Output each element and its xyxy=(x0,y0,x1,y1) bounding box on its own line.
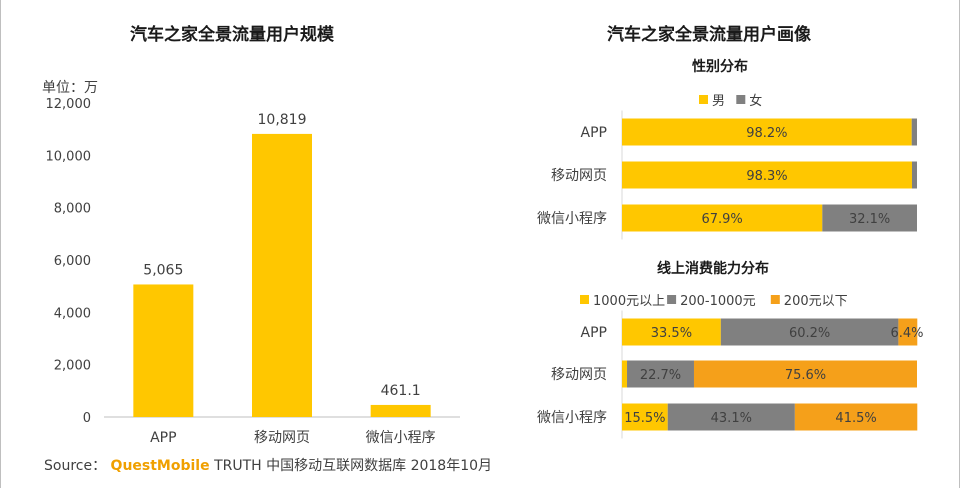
bar-value-label: 10,819 xyxy=(258,112,307,128)
category-label: 微信小程序 xyxy=(537,410,607,426)
stack-segment xyxy=(622,161,912,189)
y-tick-label: 6,000 xyxy=(54,254,91,269)
segment-label: 15.5% xyxy=(624,411,665,426)
right-chart-title: 汽车之家全景流量用户画像 xyxy=(607,25,811,45)
category-label: APP xyxy=(581,125,607,141)
stack-segment xyxy=(720,318,899,346)
unit-label: 单位：万 xyxy=(42,80,98,96)
segment-label: 41.5% xyxy=(835,411,876,426)
segment-label: 98.2% xyxy=(746,126,787,141)
legend-swatch xyxy=(699,95,708,104)
y-tick-label: 4,000 xyxy=(54,306,91,321)
segment-label: 60.2% xyxy=(789,326,830,341)
stack-segment xyxy=(627,360,694,388)
category-label: 微信小程序 xyxy=(537,211,607,227)
stack-segment xyxy=(911,161,917,189)
segment-label: 32.1% xyxy=(849,212,890,227)
segment-label: 22.7% xyxy=(640,368,681,383)
segment-label: 67.9% xyxy=(701,212,742,227)
left-chart-title: 汽车之家全景流量用户规模 xyxy=(130,25,334,45)
left-border xyxy=(0,0,1,488)
source-brand: QuestMobile xyxy=(110,458,210,474)
x-tick-label: 移动网页 xyxy=(254,430,310,446)
source-rest: TRUTH 中国移动互联网数据库 2018年10月 xyxy=(214,458,493,474)
legend-swatch xyxy=(667,295,677,304)
stack-segment xyxy=(794,403,918,431)
stack-segment xyxy=(622,360,628,388)
bar-value-label: 5,065 xyxy=(143,262,183,278)
x-tick-label: APP xyxy=(150,430,176,446)
segment-label: 75.6% xyxy=(785,368,826,383)
gender-chart-title: 性别分布 xyxy=(692,59,748,75)
legend-label: 200-1000元 xyxy=(680,294,756,309)
legend-swatch xyxy=(580,295,589,304)
user-profile-stacked-charts: 男 女 APP 98.2% 移动网页 98.3% 微信小程序 67.9% 32.1% 1000元以… xyxy=(537,93,924,439)
legend-label: 200元以下 xyxy=(784,294,848,309)
category-label: 移动网页 xyxy=(551,367,607,383)
stack-segment xyxy=(667,403,795,431)
source-line: Source： QuestMobile TRUTH 中国移动互联网数据库 201… xyxy=(44,455,492,475)
y-tick-label: 2,000 xyxy=(54,359,91,374)
bar xyxy=(133,284,194,417)
legend-label: 男 xyxy=(712,94,725,109)
category-label: APP xyxy=(581,325,607,341)
segment-label: 6.4% xyxy=(890,326,923,341)
y-tick-label: 12,000 xyxy=(46,97,92,112)
stack-segment xyxy=(898,318,918,346)
stack-segment xyxy=(622,403,668,431)
segment-label: 98.3% xyxy=(746,169,787,184)
user-scale-bar-chart: 0 2,000 4,000 6,000 8,000 10,000 12,000 5,065 AP… xyxy=(46,97,460,446)
x-tick-label: 微信小程序 xyxy=(366,430,436,446)
segment-label: 43.1% xyxy=(711,411,752,426)
segment-label: 33.5% xyxy=(651,326,692,341)
bar xyxy=(370,404,431,417)
stack-segment xyxy=(911,118,917,146)
legend-label: 女 xyxy=(749,93,762,109)
source-prefix: Source： xyxy=(44,458,107,474)
stack-segment xyxy=(622,204,823,232)
stack-segment xyxy=(622,318,721,346)
stack-segment xyxy=(822,204,917,232)
stack-segment xyxy=(693,360,917,388)
bar xyxy=(252,133,312,417)
y-tick-label: 0 xyxy=(83,411,91,426)
legend-swatch xyxy=(770,295,780,304)
y-tick-label: 8,000 xyxy=(54,202,91,217)
consumption-chart-title: 线上消费能力分布 xyxy=(657,261,769,277)
stack-segment xyxy=(622,118,912,146)
legend-swatch xyxy=(736,95,746,104)
category-label: 移动网页 xyxy=(551,168,607,184)
y-tick-label: 10,000 xyxy=(46,149,92,164)
bar-value-label: 461.1 xyxy=(381,383,421,399)
legend-label: 1000元以上 xyxy=(593,294,665,309)
